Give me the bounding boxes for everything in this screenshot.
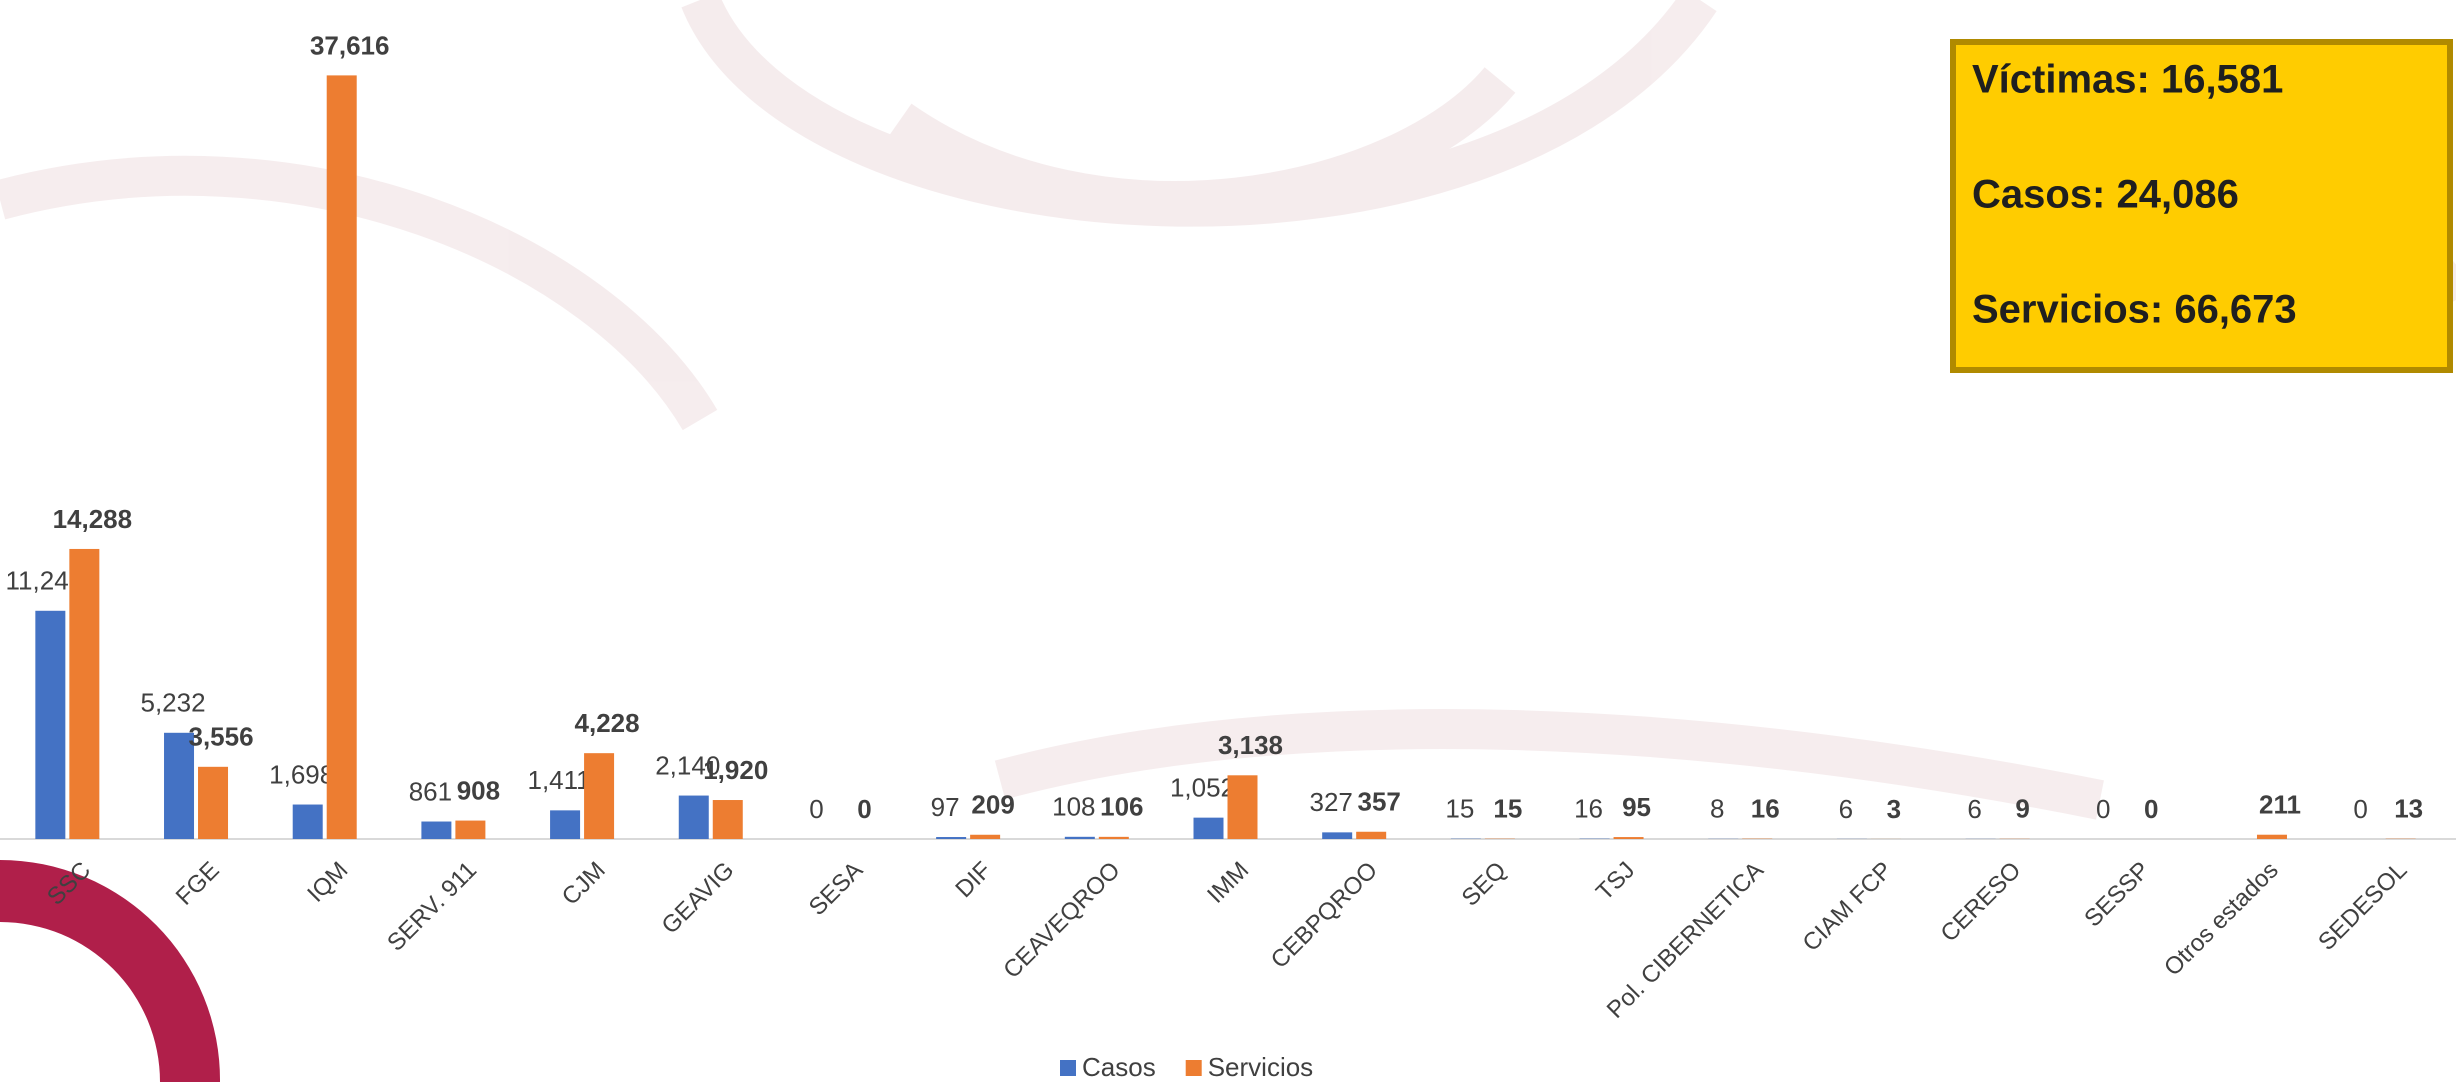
data-label: 4,228: [575, 708, 640, 738]
x-tick-label: IMM: [1202, 857, 1254, 909]
x-tick-label: TSJ: [1591, 857, 1640, 906]
bar: [1322, 832, 1352, 839]
data-label: 0: [809, 794, 823, 824]
x-tick-label: SEDESOL: [2313, 857, 2412, 956]
data-label: 106: [1100, 792, 1143, 822]
legend-label: Casos: [1082, 1052, 1156, 1082]
legend-swatch: [1186, 1060, 1202, 1076]
data-label: 211: [2259, 790, 2301, 820]
bar: [1228, 775, 1258, 839]
data-label: 1,052: [1170, 773, 1235, 803]
data-label: 327: [1309, 787, 1352, 817]
data-label: 1,920: [703, 755, 768, 785]
data-label: 5,232: [140, 688, 205, 718]
summary-text: Casos: 24,086: [1972, 173, 2239, 217]
bar: [1065, 837, 1095, 839]
x-tick-label: CIAM FCP: [1797, 857, 1897, 957]
legend-label: Servicios: [1208, 1052, 1313, 1082]
summary-text: Víctimas: 16,581: [1972, 58, 2283, 102]
x-tick-label: SERV. 911: [382, 857, 482, 957]
data-label: 14,288: [53, 504, 133, 534]
x-tick-label: CEBPQROO: [1266, 857, 1383, 974]
chart: Víctimas: 16,581 Casos: 24,086 Servicios: …: [0, 0, 2456, 1082]
data-label: 37,616: [310, 30, 390, 60]
x-tick-label: CERESO: [1936, 857, 2027, 948]
data-label: 0: [2144, 794, 2158, 824]
x-tick-label: GEAVIG: [657, 857, 740, 940]
x-tick-label: Otros estados: [2159, 857, 2284, 982]
x-tick-label: SEQ: [1457, 857, 1512, 912]
bar: [1614, 837, 1644, 839]
data-label: 0: [857, 794, 871, 824]
bar: [69, 549, 99, 839]
x-tick-label: DIF: [950, 857, 996, 903]
data-label: 6: [1967, 794, 1981, 824]
bar: [550, 810, 580, 839]
bar: [970, 835, 1000, 839]
bar: [713, 800, 743, 839]
bar: [1099, 837, 1129, 839]
x-tick-label: CJM: [557, 857, 611, 911]
data-label: 16: [1574, 794, 1603, 824]
bar: [198, 767, 228, 839]
bar: [421, 822, 451, 839]
data-label: 8: [1710, 794, 1724, 824]
data-label: 15: [1445, 794, 1474, 824]
data-label: 9: [2015, 794, 2029, 824]
data-label: 357: [1357, 787, 1400, 817]
bar: [35, 611, 65, 839]
data-label: 95: [1622, 792, 1651, 822]
bar: [679, 796, 709, 839]
data-label: 0: [2096, 794, 2110, 824]
x-tick-label: SESSP: [2079, 857, 2155, 933]
x-tick-label: IQM: [302, 857, 353, 908]
data-label: 209: [971, 790, 1014, 820]
bar: [2257, 835, 2287, 839]
data-label: 97: [931, 792, 960, 822]
x-tick-label: CEAVEQROO: [998, 857, 1125, 984]
bar: [584, 753, 614, 839]
data-label: 3,138: [1218, 730, 1283, 760]
bar: [455, 821, 485, 839]
bar: [936, 837, 966, 839]
x-tick-label: FGE: [171, 857, 225, 911]
bar: [327, 75, 357, 839]
data-label: 13: [2394, 794, 2423, 824]
bar: [1356, 832, 1386, 839]
bar: [293, 805, 323, 839]
x-tick-label: SESA: [804, 857, 868, 921]
data-label: 861: [409, 776, 452, 806]
data-label: 6: [1839, 794, 1853, 824]
legend-swatch: [1060, 1060, 1076, 1076]
bar: [1194, 818, 1224, 839]
data-label: 908: [457, 775, 500, 805]
summary-box: Víctimas: 16,581 Casos: 24,086 Servicios: …: [1953, 42, 2450, 370]
data-label: 1,698: [269, 759, 334, 789]
data-label: 16: [1751, 794, 1780, 824]
summary-text: Servicios: 66,673: [1972, 288, 2297, 332]
data-label: 108: [1052, 792, 1095, 822]
data-label: 3: [1887, 794, 1901, 824]
data-label: 15: [1493, 794, 1522, 824]
data-label: 3,556: [188, 722, 253, 752]
data-label: 0: [2353, 794, 2367, 824]
data-label: 1,411: [528, 765, 591, 795]
